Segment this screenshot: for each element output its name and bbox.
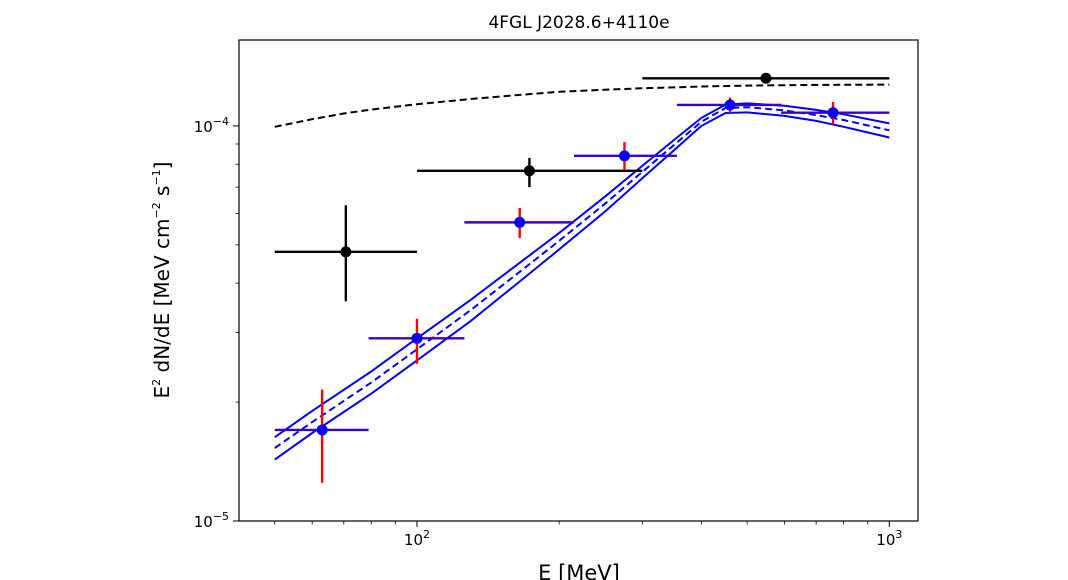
point-marker	[523, 165, 535, 177]
x-tick-label-1: 102	[404, 528, 430, 549]
data-point-2-6	[781, 101, 890, 125]
axis-ticks: 102 103 10−5 10−4	[194, 115, 903, 549]
data-point-2-3	[464, 207, 574, 239]
point-marker	[827, 107, 839, 119]
plot-area	[238, 39, 919, 522]
point-marker	[724, 99, 736, 111]
data-point-2-5	[676, 97, 782, 113]
point-marker	[340, 246, 352, 258]
y-tick-label-1: 10−5	[194, 510, 229, 531]
point-marker	[760, 72, 772, 84]
model-curves	[274, 83, 890, 461]
y-tick-label-2: 10−4	[194, 115, 229, 136]
model-curve-4	[274, 111, 890, 461]
chart-title: 4FGL J2028.6+4110e	[488, 13, 669, 33]
y-axis-label: E2 dN/dE [MeV cm−2 s−1]	[150, 162, 174, 399]
model-curve-1	[274, 83, 890, 128]
data-points	[274, 72, 890, 483]
plot-frame	[238, 39, 919, 522]
x-axis-label: E [MeV]	[538, 561, 620, 580]
point-marker	[411, 332, 423, 344]
point-marker	[316, 424, 328, 436]
data-point-2-2	[368, 318, 465, 364]
model-curve-3	[274, 102, 890, 439]
data-point-2-1	[274, 389, 369, 483]
data-point-1-3	[642, 72, 890, 84]
model-curve-2	[274, 106, 890, 449]
data-point-2-4	[573, 142, 677, 170]
point-marker	[514, 216, 526, 228]
data-point-1-2	[416, 157, 643, 188]
point-marker	[618, 150, 630, 162]
data-point-1-1	[274, 205, 417, 302]
x-tick-label-2: 103	[876, 528, 902, 549]
